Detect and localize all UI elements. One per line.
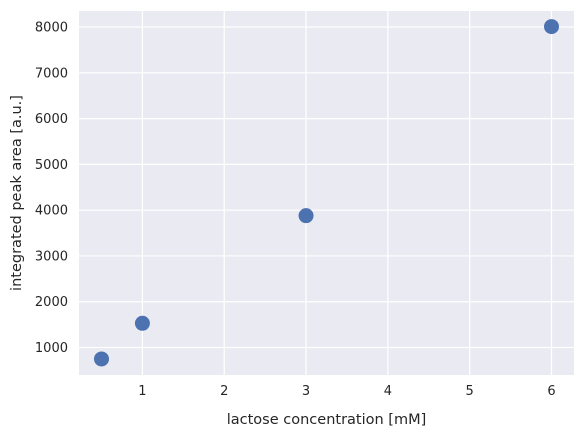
y-tick-label: 4000 (35, 204, 68, 219)
x-tick-label: 4 (384, 384, 392, 399)
y-tick-label: 1000 (35, 341, 68, 356)
data-point (134, 315, 150, 331)
y-tick-label: 5000 (35, 158, 68, 173)
x-tick-label: 2 (220, 384, 228, 399)
x-tick-label: 6 (547, 384, 555, 399)
data-point (544, 19, 559, 35)
data-points (94, 19, 559, 367)
y-tick-label: 7000 (35, 66, 68, 81)
y-axis-ticks: 1000 2000 3000 4000 5000 6000 7000 8000 (35, 21, 68, 357)
y-tick-label: 3000 (35, 249, 68, 264)
x-tick-label: 3 (302, 384, 310, 399)
x-tick-label: 1 (138, 384, 146, 399)
x-axis-ticks: 1 2 3 4 5 6 (138, 384, 555, 399)
data-point (298, 208, 314, 224)
y-tick-label: 8000 (35, 21, 68, 36)
y-tick-label: 6000 (35, 112, 68, 127)
y-tick-label: 2000 (35, 295, 68, 310)
x-axis-label: lactose concentration [mM] (227, 412, 427, 428)
data-point (94, 351, 109, 367)
plot-area (79, 11, 574, 375)
grid (79, 11, 574, 375)
y-axis-label: integrated peak area [a.u.] (9, 95, 25, 291)
x-tick-label: 5 (466, 384, 474, 399)
